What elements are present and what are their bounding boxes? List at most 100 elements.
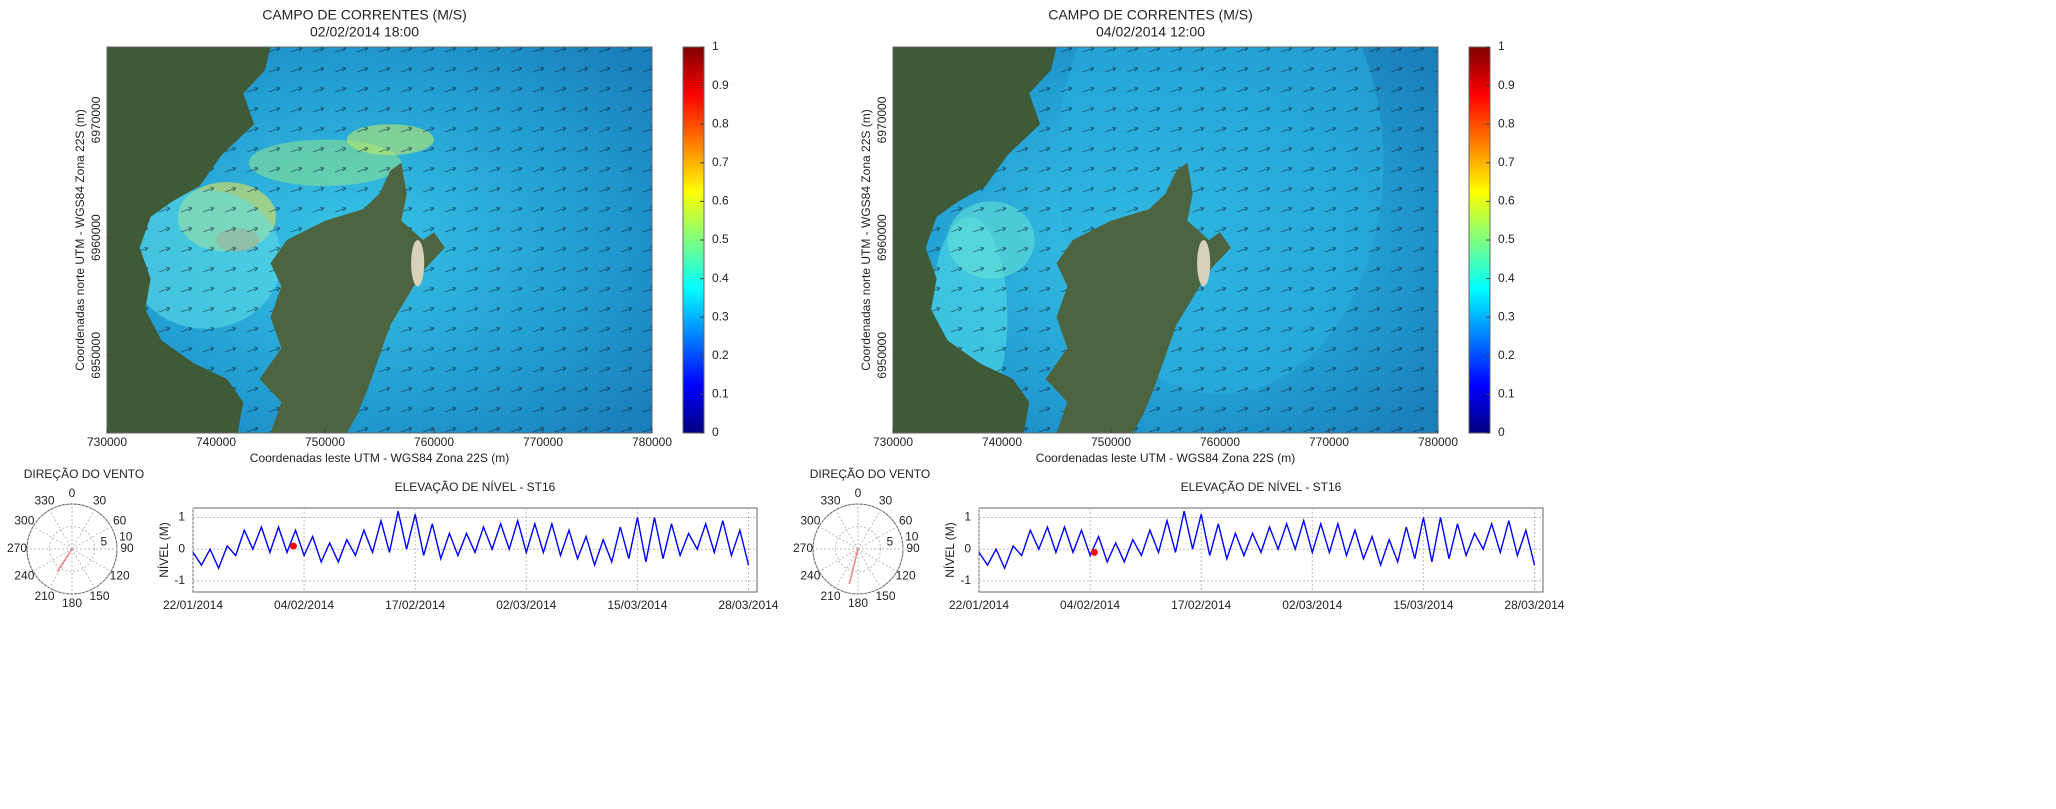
colorbar-tick-label: 0.7	[1498, 155, 1515, 169]
r-tick-label: 5	[100, 534, 107, 548]
theta-grid	[857, 526, 898, 550]
x-tick-label: 770000	[1309, 435, 1349, 449]
r-tick-label: 10	[905, 530, 919, 544]
x-tick-label: 22/01/2014	[163, 598, 223, 612]
theta-tick-label: 270	[7, 541, 27, 555]
x-tick-label: 750000	[305, 435, 345, 449]
theta-grid	[49, 509, 73, 550]
colorbar-tick-label: 0.4	[712, 271, 729, 285]
theta-grid	[49, 548, 73, 589]
theta-tick-label: 0	[855, 486, 862, 500]
theta-grid	[32, 526, 73, 550]
y-tick-label: 6960000	[89, 214, 103, 261]
map-image	[107, 47, 652, 433]
x-tick-label: 02/03/2014	[496, 598, 556, 612]
x-tick-label: 28/03/2014	[1504, 598, 1564, 612]
x-tick-label: 04/02/2014	[1060, 598, 1120, 612]
theta-grid	[818, 526, 859, 550]
x-tick-label: 17/02/2014	[385, 598, 445, 612]
theta-tick-label: 30	[879, 494, 893, 508]
colorbar-tick-label: 0.9	[1498, 78, 1515, 92]
theta-tick-label: 330	[820, 494, 840, 508]
colorbar-tick-label: 1	[1498, 39, 1505, 53]
theta-tick-label: 60	[113, 514, 127, 528]
colorbar-tick-label: 0.7	[712, 155, 729, 169]
island	[1045, 162, 1231, 433]
r-tick-label: 5	[886, 534, 893, 548]
y-tick-label: 6970000	[89, 96, 103, 143]
x-tick-label: 02/03/2014	[1282, 598, 1342, 612]
island	[259, 162, 445, 433]
frame	[106, 46, 653, 434]
x-tick-label: 04/02/2014	[274, 598, 334, 612]
theta-tick-label: 300	[14, 514, 34, 528]
theta-grid	[857, 548, 898, 572]
theta-tick-label: 210	[34, 589, 54, 603]
x-tick-label: 740000	[196, 435, 236, 449]
x-tick-label: 15/03/2014	[1393, 598, 1453, 612]
colorbar-tick-label: 0.1	[712, 387, 729, 401]
plot-area	[192, 507, 758, 593]
colorbar-tick-label: 0.3	[1498, 309, 1515, 323]
theta-tick-label: 240	[800, 569, 820, 583]
chart-title: ELEVAÇÃO DE NÍVEL - ST16	[1181, 479, 1342, 494]
chart-subtitle: 04/02/2014 12:00	[1096, 24, 1205, 40]
beach	[1197, 240, 1211, 287]
theta-grid	[818, 548, 859, 572]
x-tick-label: 15/03/2014	[607, 598, 667, 612]
chart-title: DIREÇÃO DO VENTO	[24, 467, 144, 481]
frame	[892, 46, 1439, 434]
theta-tick-label: 90	[120, 541, 134, 555]
land	[893, 47, 1231, 433]
r-grid	[49, 526, 95, 572]
colorbar-tick-label: 0.8	[712, 116, 729, 130]
mainland	[893, 47, 1057, 433]
y-tick-label: 0	[964, 541, 971, 555]
theta-grid	[71, 548, 95, 589]
x-tick-label: 780000	[1418, 435, 1458, 449]
colorbar-tick-label: 0.9	[712, 78, 729, 92]
colorbar-tick-label: 0.2	[1498, 348, 1515, 362]
map-image	[893, 47, 1438, 433]
theta-tick-label: 0	[69, 486, 76, 500]
theta-grid	[857, 548, 881, 589]
marker	[289, 542, 297, 550]
y-axis-label: NÍVEL (M)	[156, 522, 171, 578]
chart-subtitle: 02/02/2014 18:00	[310, 24, 419, 40]
theta-grid	[71, 509, 95, 550]
x-tick-label: 780000	[632, 435, 672, 449]
colorbar-tick-label: 1	[712, 39, 719, 53]
x-axis-label: Coordenadas leste UTM - WGS84 Zona 22S (…	[250, 451, 509, 465]
theta-tick-label: 120	[110, 569, 130, 583]
colorbar-tick-label: 0	[1498, 425, 1505, 439]
wind-vector	[848, 548, 859, 585]
chart-title: CAMPO DE CORRENTES (M/S)	[1048, 7, 1253, 23]
colorbar-tick-label: 0.5	[1498, 232, 1515, 246]
y-axis-label: NÍVEL (M)	[942, 522, 957, 578]
x-axis-label: Coordenadas leste UTM - WGS84 Zona 22S (…	[1036, 451, 1295, 465]
colorbar-tick-label: 0.6	[712, 194, 729, 208]
y-tick-label: 6970000	[875, 96, 889, 143]
colorbar-tick-label: 0.6	[1498, 194, 1515, 208]
y-tick-label: -1	[174, 573, 185, 587]
theta-grid	[32, 548, 73, 572]
theta-tick-label: 180	[62, 596, 82, 610]
y-tick-label: -1	[960, 573, 971, 587]
colorbar-tick-label: 0.2	[712, 348, 729, 362]
theta-tick-label: 300	[800, 514, 820, 528]
theta-grid	[71, 548, 112, 572]
x-tick-label: 730000	[87, 435, 127, 449]
y-axis-label: Coordenadas norte UTM - WGS84 Zona 22S (…	[73, 109, 87, 370]
theta-tick-label: 270	[793, 541, 813, 555]
r-tick-label: 10	[119, 530, 133, 544]
chart-title: ELEVAÇÃO DE NÍVEL - ST16	[395, 479, 556, 494]
beach	[411, 240, 425, 287]
theta-tick-label: 30	[93, 494, 107, 508]
y-tick-label: 6950000	[89, 332, 103, 379]
theta-tick-label: 150	[89, 589, 109, 603]
series-line	[978, 511, 1536, 571]
x-tick-label: 17/02/2014	[1171, 598, 1231, 612]
colorbar-tick-label: 0.4	[1498, 271, 1515, 285]
series-line	[192, 511, 750, 571]
